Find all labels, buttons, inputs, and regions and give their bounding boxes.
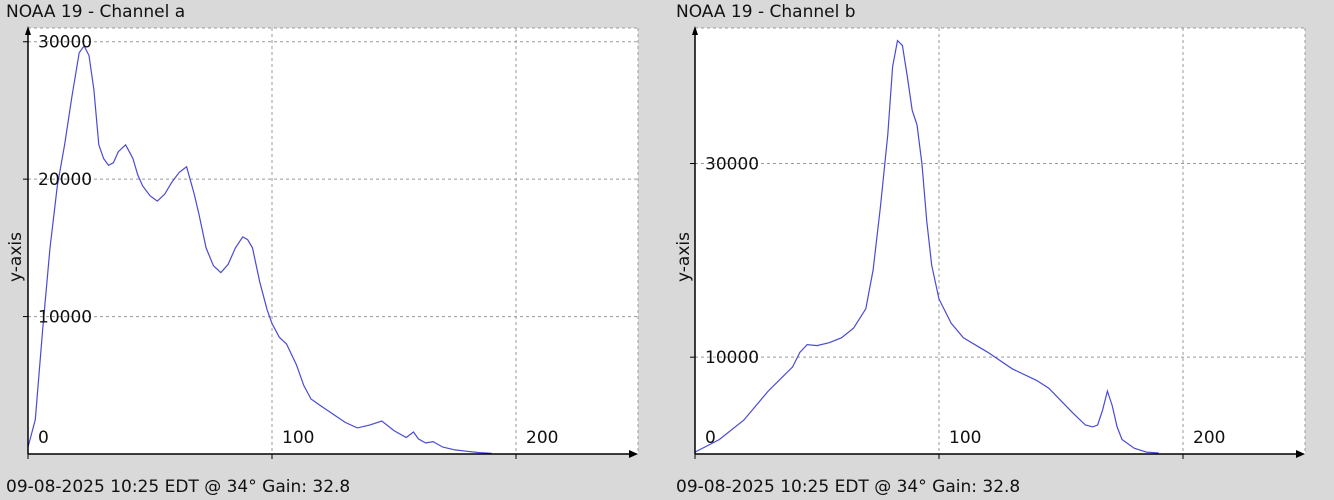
- y-tick-label: 20000: [38, 170, 92, 190]
- chart-a-title: NOAA 19 - Channel a: [6, 2, 186, 22]
- y-tick-label: 30000: [38, 33, 92, 53]
- y-axis-arrow: [25, 26, 31, 35]
- plot-area-a: [28, 28, 638, 454]
- series-line-a: [27, 44, 492, 454]
- x-tick-label: 200: [526, 428, 558, 448]
- chart-b: 0 100 200 10000 30000: [690, 26, 1306, 459]
- plot-area-b: [695, 28, 1305, 454]
- x-axis-arrow: [629, 450, 638, 458]
- x-tick-label: 0: [705, 428, 716, 448]
- x-tick-label: 100: [282, 428, 314, 448]
- chart-b-title: NOAA 19 - Channel b: [676, 2, 856, 22]
- series-line-b: [694, 39, 1159, 454]
- x-tick-label: 100: [949, 428, 981, 448]
- chart-b-footer: 09-08-2025 10:25 EDT @ 34° Gain: 32.8: [676, 477, 1021, 497]
- x-tick-label: 200: [1193, 428, 1225, 448]
- x-tick-label: 0: [38, 428, 49, 448]
- chart-a-footer: 09-08-2025 10:25 EDT @ 34° Gain: 32.8: [6, 477, 351, 497]
- y-tick-label: 30000: [705, 155, 759, 175]
- y-tick-label: 10000: [705, 348, 759, 368]
- y-tick-label: 10000: [38, 308, 92, 328]
- chart-a: 0 100 200 10000 20000 30000: [23, 26, 639, 459]
- y-axis-arrow: [692, 26, 698, 35]
- x-axis-arrow: [1296, 450, 1305, 458]
